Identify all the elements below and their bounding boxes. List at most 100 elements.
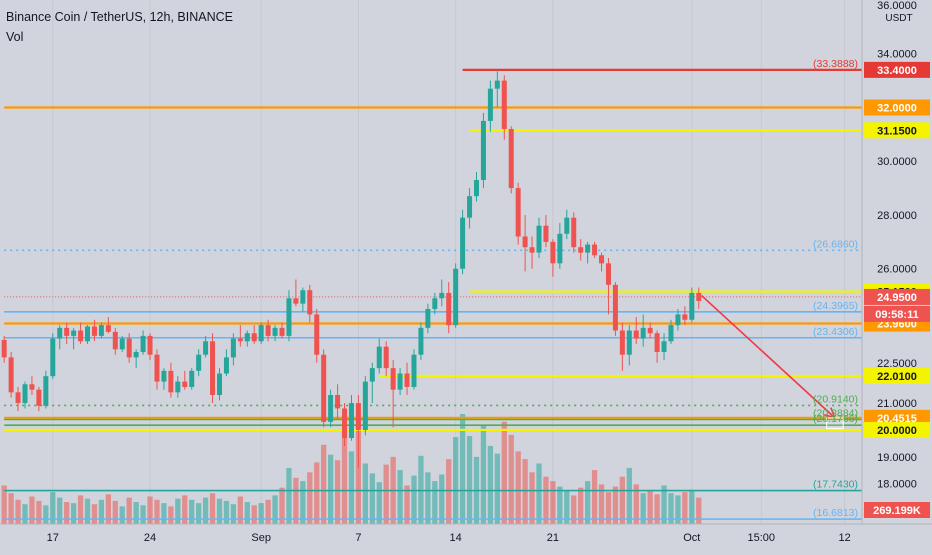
candle-body[interactable]: [529, 247, 535, 253]
candle-body[interactable]: [473, 180, 479, 197]
candle-body[interactable]: [689, 292, 695, 320]
candle-body[interactable]: [328, 395, 334, 422]
candle-body[interactable]: [501, 80, 507, 129]
candle-body[interactable]: [668, 325, 674, 342]
horizontal-levels[interactable]: [4, 68, 862, 520]
candle-body[interactable]: [536, 225, 542, 253]
candle-body[interactable]: [321, 354, 327, 422]
candle-body[interactable]: [78, 330, 84, 342]
candle-body[interactable]: [585, 244, 591, 253]
candle-body[interactable]: [36, 389, 42, 406]
candle-body[interactable]: [286, 298, 292, 336]
candle-body[interactable]: [675, 314, 681, 326]
candle-body[interactable]: [418, 327, 424, 355]
candle-body[interactable]: [342, 408, 348, 439]
price-label-badge[interactable]: [864, 288, 930, 305]
candle-body[interactable]: [91, 326, 97, 336]
candle-body[interactable]: [216, 373, 222, 396]
candle-body[interactable]: [647, 327, 653, 334]
candle-body[interactable]: [522, 236, 528, 248]
candle-body[interactable]: [369, 368, 375, 382]
candle-body[interactable]: [494, 80, 500, 89]
candle-body[interactable]: [272, 327, 278, 336]
price-label-badge[interactable]: [864, 122, 930, 139]
price-label-badge[interactable]: [864, 409, 930, 426]
candle-body[interactable]: [619, 330, 625, 355]
candle-body[interactable]: [682, 314, 688, 320]
candle-body[interactable]: [307, 290, 313, 315]
candle-body[interactable]: [43, 376, 49, 406]
candle-body[interactable]: [244, 333, 250, 342]
price-label-badge[interactable]: [864, 61, 930, 78]
candle-body[interactable]: [376, 346, 382, 369]
candle-body[interactable]: [203, 341, 209, 355]
candle-body[interactable]: [383, 346, 389, 369]
candle-body[interactable]: [29, 384, 35, 390]
candle-body[interactable]: [654, 333, 660, 353]
candle-body[interactable]: [550, 241, 556, 264]
candle-body[interactable]: [133, 352, 139, 358]
candle-body[interactable]: [314, 314, 320, 355]
candle-body[interactable]: [119, 338, 125, 350]
candle-body[interactable]: [543, 225, 549, 242]
candle-body[interactable]: [335, 395, 341, 409]
candle-body[interactable]: [258, 325, 264, 342]
candle-body[interactable]: [85, 326, 91, 342]
time-scale[interactable]: 17 24 Sep 7 14 21 Oct 15:00 12: [0, 523, 932, 544]
candle-body[interactable]: [22, 384, 28, 404]
candle-body[interactable]: [612, 284, 618, 331]
price-label-badge[interactable]: [864, 421, 930, 438]
candle-body[interactable]: [50, 338, 56, 377]
candle-body[interactable]: [411, 354, 417, 387]
candle-body[interactable]: [362, 381, 368, 430]
symbol-title[interactable]: Binance Coin / TetherUS, 12h, BINANCE: [6, 10, 233, 24]
candle-body[interactable]: [265, 325, 271, 336]
candle-body[interactable]: [592, 244, 598, 256]
candle-body[interactable]: [515, 188, 521, 237]
projection-arrow-line[interactable]: [701, 295, 836, 419]
volume-indicator-label[interactable]: Vol: [6, 30, 24, 44]
candle-body[interactable]: [460, 217, 466, 269]
candlesticks[interactable]: [1, 69, 702, 468]
candle-body[interactable]: [467, 196, 473, 218]
candle-body[interactable]: [480, 120, 486, 181]
candle-body[interactable]: [564, 217, 570, 234]
candle-body[interactable]: [446, 292, 452, 326]
candle-body[interactable]: [140, 335, 146, 353]
candle-body[interactable]: [168, 370, 174, 393]
candle-body[interactable]: [98, 325, 104, 336]
candle-body[interactable]: [182, 381, 188, 387]
candle-body[interactable]: [578, 247, 584, 253]
candle-body[interactable]: [223, 357, 229, 374]
candle-body[interactable]: [105, 325, 111, 332]
candle-body[interactable]: [661, 341, 667, 353]
candle-body[interactable]: [640, 327, 646, 339]
candle-body[interactable]: [8, 357, 14, 393]
candle-body[interactable]: [1, 339, 7, 358]
candle-body[interactable]: [605, 263, 611, 285]
price-label-badge[interactable]: [864, 367, 930, 384]
price-label-badge[interactable]: [864, 99, 930, 116]
candle-body[interactable]: [348, 403, 354, 439]
candle-body[interactable]: [237, 338, 243, 342]
drawings[interactable]: [701, 295, 844, 430]
candle-body[interactable]: [279, 327, 285, 336]
candle-body[interactable]: [404, 373, 410, 387]
candle-body[interactable]: [508, 128, 514, 189]
candle-body[interactable]: [293, 298, 299, 304]
candle-body[interactable]: [154, 354, 160, 382]
candle-body[interactable]: [397, 373, 403, 390]
candle-body[interactable]: [571, 217, 577, 248]
candle-body[interactable]: [487, 88, 493, 121]
candle-body[interactable]: [15, 392, 21, 404]
candle-body[interactable]: [112, 331, 118, 350]
candle-body[interactable]: [230, 338, 236, 358]
candle-body[interactable]: [57, 327, 63, 339]
candle-body[interactable]: [251, 333, 257, 342]
candle-body[interactable]: [355, 403, 361, 430]
candle-body[interactable]: [126, 338, 132, 358]
candle-body[interactable]: [390, 368, 396, 390]
candle-body[interactable]: [453, 268, 459, 326]
